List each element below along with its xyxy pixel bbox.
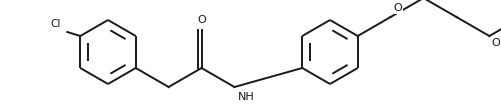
Text: O: O xyxy=(490,38,499,48)
Text: NH: NH xyxy=(237,92,254,102)
Text: O: O xyxy=(197,15,205,25)
Text: Cl: Cl xyxy=(50,19,60,29)
Text: O: O xyxy=(393,3,402,13)
